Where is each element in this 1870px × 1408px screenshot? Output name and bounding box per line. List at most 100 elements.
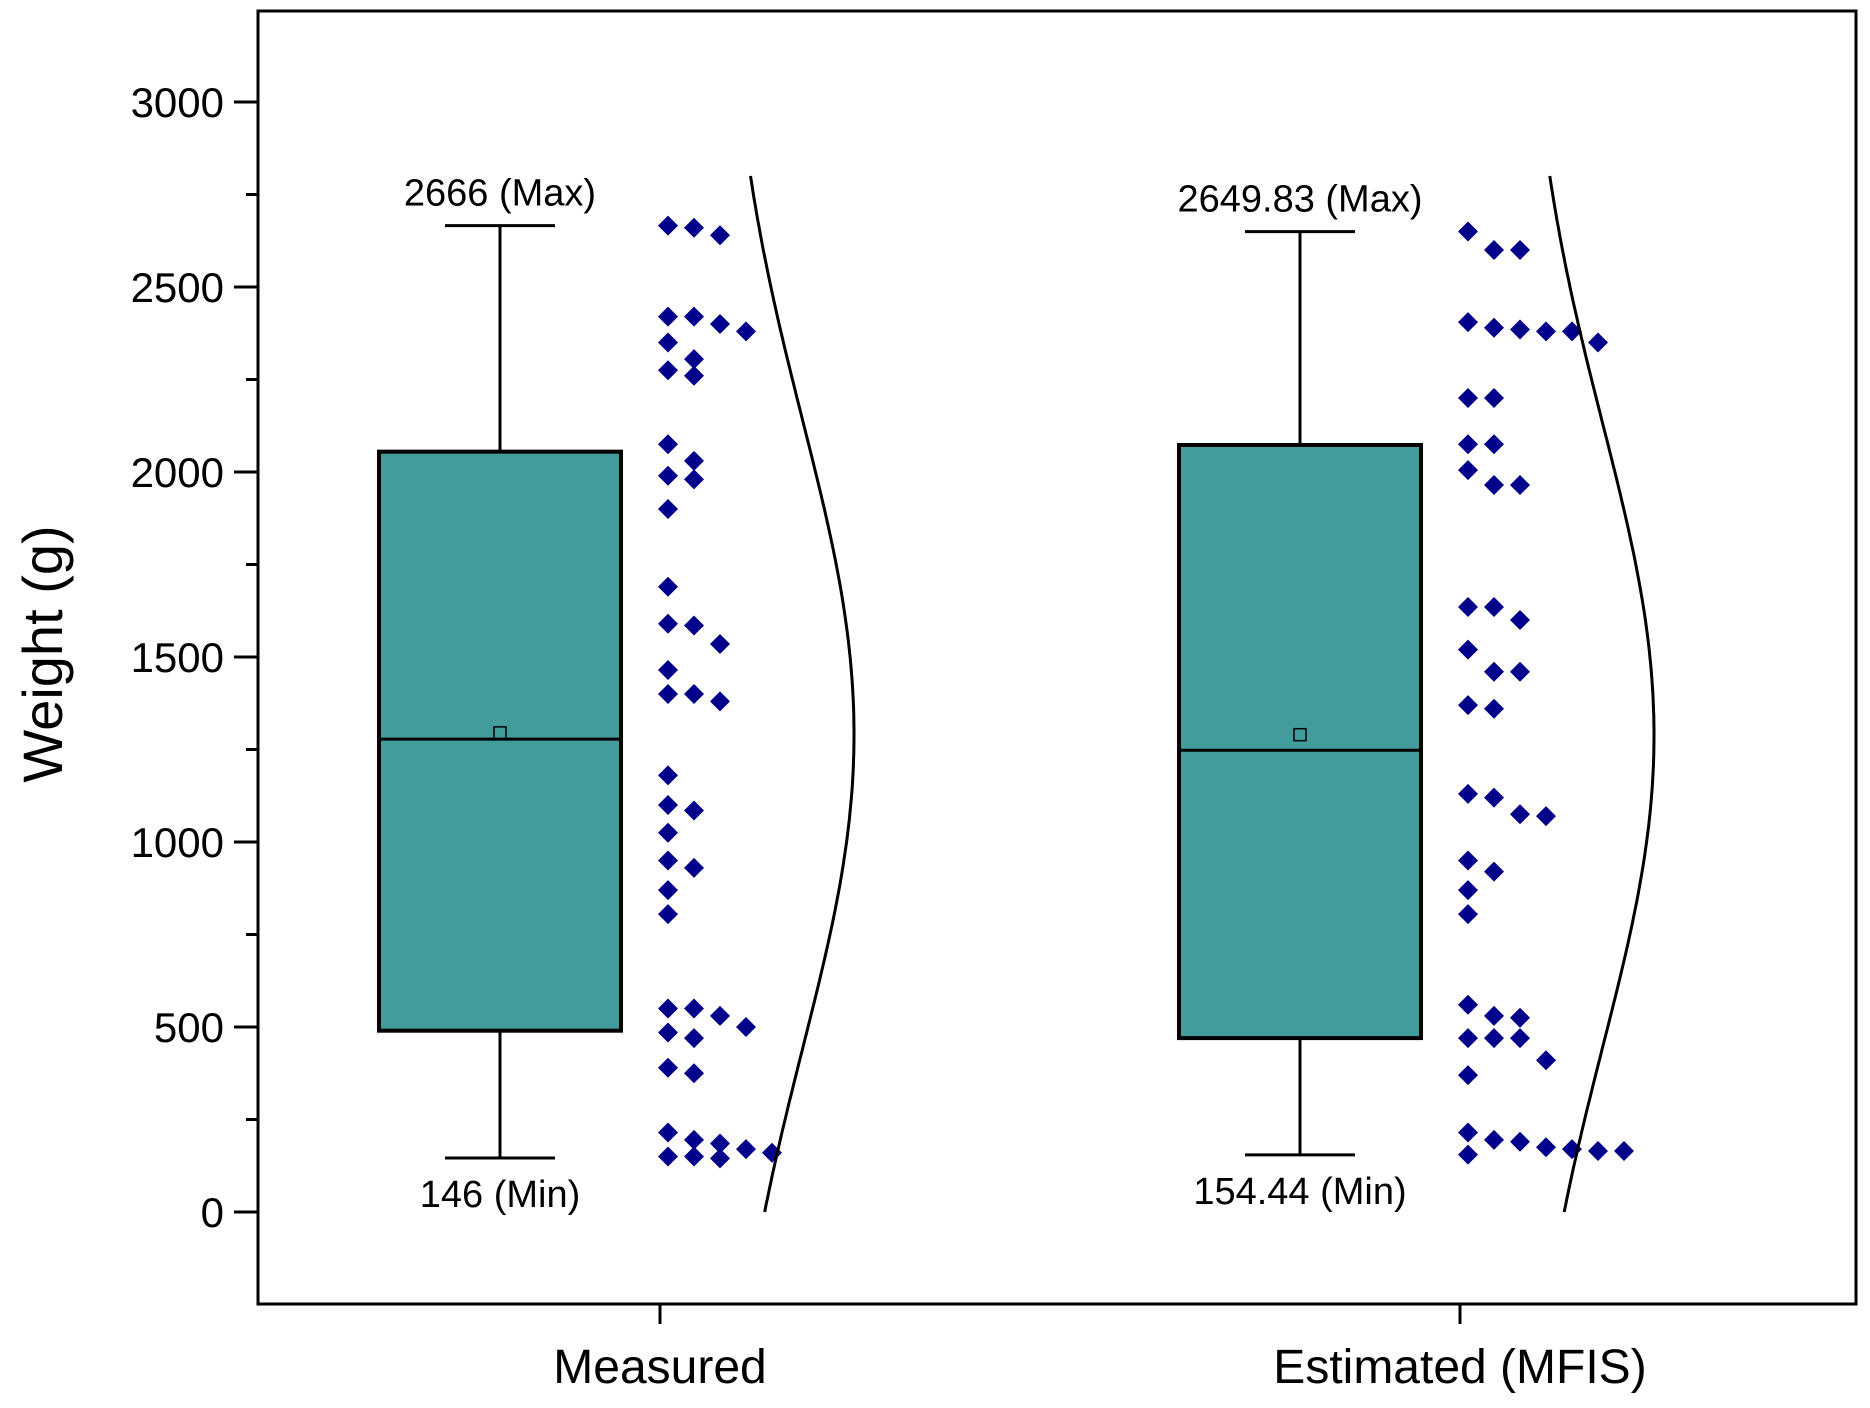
data-point (1458, 904, 1478, 925)
data-point (658, 998, 678, 1019)
max-label: 2649.83 (Max) (1177, 179, 1422, 221)
max-label: 2666 (Max) (404, 173, 596, 215)
data-point (710, 1005, 730, 1026)
y-tick-label: 1000 (131, 819, 224, 866)
data-point (1510, 804, 1530, 825)
data-point (1458, 1144, 1478, 1165)
mean-marker (493, 726, 507, 740)
iqr-box (1177, 442, 1423, 1041)
data-point (658, 332, 678, 353)
data-point (1484, 861, 1504, 882)
data-point (1588, 332, 1608, 353)
data-point (1484, 434, 1504, 455)
data-point (1484, 1005, 1504, 1026)
data-point (710, 314, 730, 334)
y-tick-label: 3000 (131, 79, 224, 126)
data-point (710, 225, 730, 246)
data-point (1484, 388, 1504, 408)
series-group-1: 2649.83 (Max) 154.44 (Min) (1177, 175, 1656, 1213)
data-point (1458, 221, 1478, 242)
data-point (658, 684, 678, 704)
data-point (1484, 597, 1504, 618)
data-point (658, 765, 678, 786)
data-point (1484, 787, 1504, 808)
x-category-label: Estimated (MFIS) (1273, 1341, 1646, 1394)
data-point (684, 450, 704, 471)
data-point (1484, 698, 1504, 719)
data-point (736, 1017, 756, 1037)
data-point (1510, 1028, 1530, 1049)
data-point (1458, 1028, 1478, 1049)
data-point (658, 1146, 678, 1167)
data-point (658, 795, 678, 815)
series-group-0: 2666 (Max) 146 (Min) (377, 173, 856, 1216)
data-point (710, 634, 730, 655)
data-point (658, 1122, 678, 1143)
data-point (684, 1129, 704, 1150)
y-axis-title: Weight (g) (11, 525, 74, 782)
data-point (684, 306, 704, 327)
data-point (684, 349, 704, 370)
data-point (1536, 1137, 1556, 1158)
iqr-box (377, 449, 623, 1033)
y-tick-label: 2000 (131, 449, 224, 496)
data-point (1484, 661, 1504, 682)
data-point (658, 434, 678, 455)
data-point (710, 691, 730, 712)
data-point (658, 850, 678, 871)
data-point (684, 1063, 704, 1084)
data-point (684, 998, 704, 1019)
series-layer: 2666 (Max) 146 (Min) 2649.83 (Max) 154.44 (… (377, 173, 1656, 1216)
data-point (684, 217, 704, 238)
data-point (684, 1028, 704, 1049)
normal-curve (749, 175, 856, 1213)
data-point (1458, 783, 1478, 804)
data-point (1484, 317, 1504, 338)
data-point (1562, 321, 1582, 342)
data-point (1536, 806, 1556, 827)
data-point (1614, 1140, 1634, 1161)
data-point (658, 576, 678, 597)
data-point (1484, 1028, 1504, 1049)
data-point (1510, 319, 1530, 340)
y-tick-label: 500 (154, 1004, 224, 1051)
data-point (736, 1139, 756, 1160)
data-point (684, 1146, 704, 1167)
data-point (1458, 994, 1478, 1015)
data-point (684, 684, 704, 704)
data-point (1458, 695, 1478, 716)
data-point (658, 306, 678, 327)
min-label: 154.44 (Min) (1193, 1171, 1406, 1213)
data-point (684, 800, 704, 821)
data-point (710, 1133, 730, 1154)
data-point (658, 904, 678, 925)
data-point (1510, 1007, 1530, 1028)
data-point (1484, 240, 1504, 260)
data-point (1458, 312, 1478, 333)
data-point (1458, 434, 1478, 455)
data-point (658, 215, 678, 236)
x-axis: Measured Estimated (MFIS) (553, 1304, 1647, 1394)
data-point (684, 857, 704, 878)
data-point (710, 1148, 730, 1169)
data-point (1510, 474, 1530, 495)
data-point (658, 822, 678, 843)
data-point (658, 613, 678, 634)
data-point (1458, 460, 1478, 481)
data-point (1510, 240, 1530, 260)
y-tick-label: 2500 (131, 264, 224, 311)
y-tick-label: 1500 (131, 634, 224, 681)
data-point (658, 465, 678, 486)
data-point (1458, 1122, 1478, 1143)
data-point (1536, 1050, 1556, 1071)
data-point (658, 360, 678, 381)
data-point (658, 1022, 678, 1043)
mean-marker (1293, 727, 1307, 742)
min-label: 146 (Min) (420, 1174, 581, 1216)
data-point (1510, 610, 1530, 630)
data-point (1458, 639, 1478, 660)
x-category-label: Measured (553, 1341, 766, 1394)
data-point (1484, 474, 1504, 495)
data-point (684, 615, 704, 636)
